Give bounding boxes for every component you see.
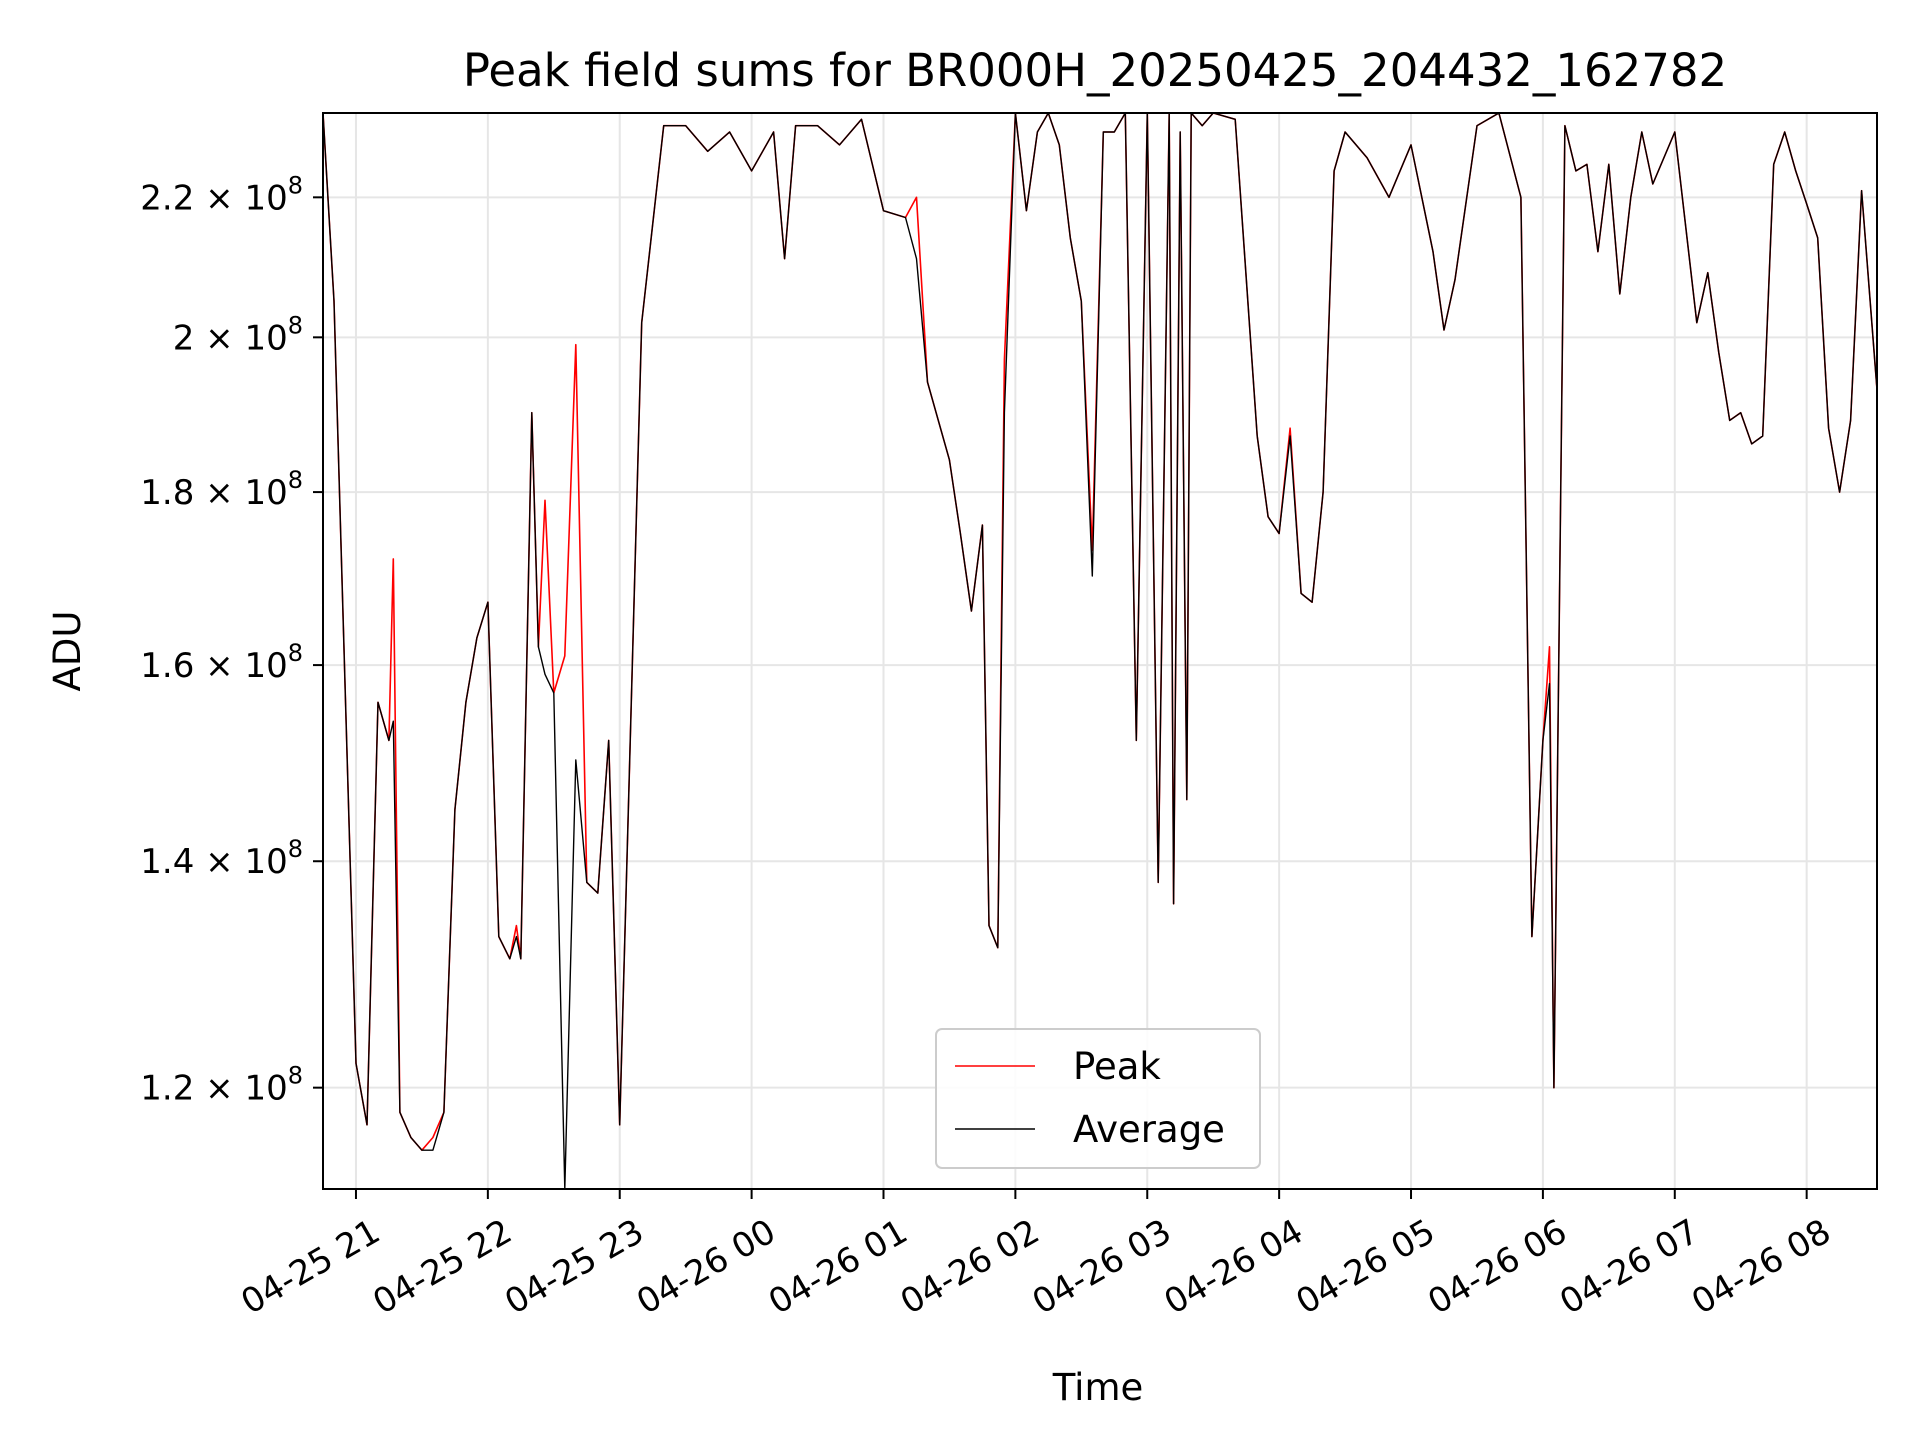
legend-box (935, 1028, 1261, 1169)
plot-area-frame (322, 112, 1878, 1190)
x-axis-label: Time (1052, 1366, 1144, 1409)
y-tick-label: 1.2 × 108 (140, 1062, 303, 1109)
legend-label-peak: Peak (1073, 1045, 1161, 1088)
legend-entries: Peak Average (955, 1045, 1225, 1151)
y-tick-label: 1.6 × 108 (140, 639, 303, 686)
chart-title: Peak field sums for BR000H_20250425_2044… (463, 44, 1727, 97)
series-lines (323, 113, 1877, 1189)
y-tick-label: 1.8 × 108 (140, 466, 303, 513)
y-axis-label: ADU (46, 611, 89, 692)
y-tick-label: 2 × 108 (173, 311, 303, 358)
y-tick-label: 1.4 × 108 (140, 835, 303, 882)
y-axis: 1.2 × 108 1.4 × 108 1.6 × 108 1.8 × 108 2 × … (140, 171, 323, 1109)
y-tick-label: 2.2 × 108 (140, 171, 303, 218)
legend: Peak Average (935, 1028, 1261, 1169)
series-line-average (323, 113, 1877, 1189)
legend-label-average: Average (1073, 1108, 1225, 1151)
